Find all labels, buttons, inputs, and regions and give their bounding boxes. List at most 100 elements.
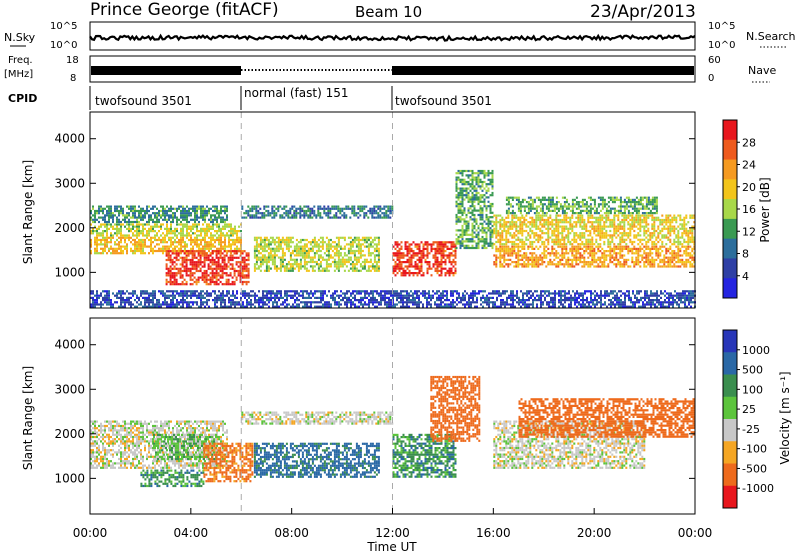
heatmap-cell (567, 229, 570, 233)
heatmap-cell (473, 213, 476, 217)
heatmap-cell (547, 261, 550, 264)
heatmap-cell (215, 254, 218, 257)
heatmap-cell (583, 258, 586, 261)
heatmap-cell (238, 241, 240, 244)
heatmap-cell (193, 272, 196, 275)
heatmap-cell (269, 241, 272, 244)
heatmap-cell (629, 223, 632, 226)
heatmap-cell (297, 212, 300, 215)
heatmap-cell (206, 205, 208, 208)
heatmap-cell (329, 265, 332, 268)
heatmap-cell (154, 238, 156, 242)
heatmap-cell (533, 221, 536, 224)
heatmap-cell (461, 218, 464, 221)
heatmap-cell (519, 221, 522, 224)
heatmap-cell (509, 223, 512, 226)
heatmap-cell (221, 256, 224, 259)
heatmap-cell (581, 256, 584, 259)
heatmap-cell (537, 225, 540, 228)
heatmap-cell (220, 216, 222, 219)
heatmap-cell (192, 209, 194, 213)
heatmap-cell (203, 252, 206, 255)
heatmap-cell (148, 214, 150, 217)
heatmap-cell (293, 209, 296, 213)
heatmap-cell (649, 265, 652, 268)
heatmap-cell (495, 258, 498, 261)
heatmap-cell (515, 221, 518, 224)
heatmap-cell (333, 263, 336, 266)
heatmap-cell (673, 229, 676, 233)
heatmap-cell (213, 272, 216, 275)
heatmap-cell (120, 236, 122, 239)
heatmap-cell (553, 203, 556, 206)
heatmap-cell (269, 212, 272, 215)
heatmap-cell (509, 205, 512, 208)
heatmap-cell (214, 238, 216, 242)
heatmap-cell (126, 234, 128, 237)
heatmap-cell (311, 212, 314, 215)
heatmap-cell (319, 249, 322, 253)
heatmap-cell (217, 283, 220, 286)
heatmap-cell (541, 205, 544, 208)
heatmap-cell (611, 240, 614, 244)
heatmap-cell (209, 283, 212, 286)
heatmap-cell (479, 209, 482, 212)
heatmap-cell (416, 258, 419, 261)
heatmap-cell (108, 212, 110, 215)
heatmap-cell (667, 238, 670, 241)
heatmap-cell (333, 241, 336, 244)
heatmap-cell (214, 230, 216, 233)
heatmap-cell (615, 263, 618, 266)
heatmap-cell (118, 212, 120, 215)
heatmap-cell (287, 214, 290, 217)
heatmap-cell (128, 234, 130, 237)
heatmap-cell (623, 214, 626, 217)
heatmap-cell (452, 250, 455, 253)
heatmap-cell (359, 207, 362, 210)
heatmap-cell (100, 205, 102, 208)
heatmap-cell (467, 198, 470, 201)
heatmap-cell (255, 260, 258, 264)
heatmap-cell (683, 218, 686, 222)
heatmap-cell (571, 216, 574, 219)
heatmap-cell (226, 218, 228, 221)
heatmap-cell (531, 247, 534, 250)
heatmap-cell (523, 247, 526, 250)
heatmap-cell (218, 223, 220, 226)
heatmap-cell (245, 274, 248, 277)
heatmap-cell (221, 252, 224, 255)
heatmap-cell (661, 243, 664, 246)
heatmap-cell (406, 245, 409, 248)
heatmap-cell (595, 261, 598, 264)
heatmap-cell (154, 236, 156, 239)
heatmap-cell (130, 216, 132, 219)
heatmap-cell (241, 205, 244, 208)
heatmap-cell (454, 267, 457, 270)
heatmap-cell (128, 225, 130, 228)
heatmap-cell (623, 263, 626, 266)
heatmap-cell (459, 233, 462, 236)
heatmap-cell (414, 245, 417, 248)
heatmap-cell (450, 241, 453, 244)
heatmap-cell (615, 265, 618, 268)
heatmap-cell (471, 222, 474, 225)
heatmap-cell (196, 238, 198, 242)
heatmap-cell (206, 234, 208, 237)
heatmap-cell (501, 225, 504, 228)
heatmap-cell (487, 169, 490, 173)
heatmap-cell (152, 220, 154, 224)
heatmap-cell (230, 230, 232, 233)
heatmap-cell (479, 198, 482, 201)
heatmap-cell (222, 209, 224, 213)
heatmap-cell (677, 229, 680, 233)
heatmap-cell (178, 223, 180, 226)
heatmap-cell (505, 196, 508, 199)
heatmap-cell (647, 254, 650, 257)
heatmap-cell (587, 265, 590, 268)
heatmap-cell (503, 225, 506, 228)
heatmap-cell (130, 236, 132, 239)
heatmap-cell (136, 245, 138, 248)
heatmap-cell (255, 216, 258, 219)
heatmap-cell (199, 256, 202, 259)
heatmap-cell (541, 218, 544, 222)
